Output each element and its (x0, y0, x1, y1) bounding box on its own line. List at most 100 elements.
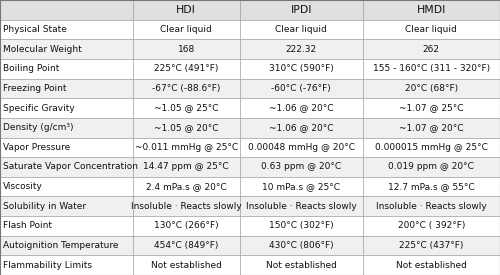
Bar (132, 216, 240, 236)
Bar (0, 79, 132, 98)
Bar (240, 138, 362, 157)
Text: Molecular Weight: Molecular Weight (3, 45, 82, 54)
Bar (0, 196, 132, 216)
Bar (132, 20, 240, 39)
Bar (240, 216, 362, 236)
Bar (0, 118, 132, 138)
Bar (132, 157, 240, 177)
Bar (132, 196, 240, 216)
Bar (362, 196, 500, 216)
Text: ~1.05 @ 20°C: ~1.05 @ 20°C (154, 123, 218, 132)
Bar (0, 138, 132, 157)
Text: Clear liquid: Clear liquid (160, 25, 212, 34)
Bar (240, 20, 362, 39)
Bar (0, 39, 132, 59)
Text: 454°C (849°F): 454°C (849°F) (154, 241, 218, 250)
Bar (362, 138, 500, 157)
Bar (240, 196, 362, 216)
Text: Not established: Not established (266, 261, 336, 270)
Text: 150°C (302°F): 150°C (302°F) (269, 221, 334, 230)
Bar (0, 157, 132, 177)
Text: ~1.07 @ 25°C: ~1.07 @ 25°C (399, 103, 464, 112)
Text: Insoluble · Reacts slowly: Insoluble · Reacts slowly (376, 202, 486, 211)
Text: ~1.06 @ 20°C: ~1.06 @ 20°C (269, 123, 334, 132)
Bar (362, 98, 500, 118)
Text: 14.47 ppm @ 25°C: 14.47 ppm @ 25°C (144, 163, 229, 172)
Bar (0, 20, 132, 39)
Bar (132, 59, 240, 79)
Bar (0, 59, 132, 79)
Text: -67°C (-88.6°F): -67°C (-88.6°F) (152, 84, 220, 93)
Text: 200°C ( 392°F): 200°C ( 392°F) (398, 221, 465, 230)
Bar (132, 0, 240, 20)
Text: Insoluble · Reacts slowly: Insoluble · Reacts slowly (246, 202, 356, 211)
Text: Clear liquid: Clear liquid (406, 25, 457, 34)
Text: 0.00048 mmHg @ 20°C: 0.00048 mmHg @ 20°C (248, 143, 355, 152)
Text: 0.019 ppm @ 20°C: 0.019 ppm @ 20°C (388, 163, 474, 172)
Text: 12.7 mPa.s @ 55°C: 12.7 mPa.s @ 55°C (388, 182, 474, 191)
Bar (362, 59, 500, 79)
Text: Solubility in Water: Solubility in Water (3, 202, 86, 211)
Bar (362, 118, 500, 138)
Text: 262: 262 (423, 45, 440, 54)
Text: ~1.07 @ 20°C: ~1.07 @ 20°C (399, 123, 464, 132)
Text: ~1.06 @ 20°C: ~1.06 @ 20°C (269, 103, 334, 112)
Bar (132, 39, 240, 59)
Bar (132, 236, 240, 255)
Text: 310°C (590°F): 310°C (590°F) (269, 64, 334, 73)
Bar (362, 20, 500, 39)
Text: Autoignition Temperature: Autoignition Temperature (3, 241, 118, 250)
Text: 168: 168 (178, 45, 195, 54)
Text: -60°C (-76°F): -60°C (-76°F) (272, 84, 331, 93)
Text: Flash Point: Flash Point (3, 221, 52, 230)
Text: Flammability Limits: Flammability Limits (3, 261, 92, 270)
Bar (240, 236, 362, 255)
Text: Boiling Point: Boiling Point (3, 64, 59, 73)
Text: Physical State: Physical State (3, 25, 67, 34)
Bar (0, 98, 132, 118)
Text: Insoluble · Reacts slowly: Insoluble · Reacts slowly (131, 202, 242, 211)
Bar (240, 157, 362, 177)
Bar (362, 216, 500, 236)
Text: Specific Gravity: Specific Gravity (3, 103, 75, 112)
Bar (240, 177, 362, 196)
Bar (132, 255, 240, 275)
Bar (132, 79, 240, 98)
Bar (132, 118, 240, 138)
Text: Viscosity: Viscosity (3, 182, 43, 191)
Bar (362, 0, 500, 20)
Text: Density (g/cm³): Density (g/cm³) (3, 123, 74, 132)
Text: 0.000015 mmHg @ 25°C: 0.000015 mmHg @ 25°C (375, 143, 488, 152)
Bar (132, 138, 240, 157)
Bar (0, 177, 132, 196)
Text: 2.4 mPa.s @ 20°C: 2.4 mPa.s @ 20°C (146, 182, 226, 191)
Text: Not established: Not established (151, 261, 222, 270)
Text: ~1.05 @ 25°C: ~1.05 @ 25°C (154, 103, 218, 112)
Bar (0, 255, 132, 275)
Text: 0.63 ppm @ 20°C: 0.63 ppm @ 20°C (261, 163, 342, 172)
Text: HMDI: HMDI (416, 5, 446, 15)
Text: Clear liquid: Clear liquid (276, 25, 327, 34)
Bar (362, 39, 500, 59)
Text: Freezing Point: Freezing Point (3, 84, 66, 93)
Text: 225°C (491°F): 225°C (491°F) (154, 64, 218, 73)
Bar (240, 98, 362, 118)
Bar (132, 177, 240, 196)
Text: 130°C (266°F): 130°C (266°F) (154, 221, 218, 230)
Text: 20°C (68°F): 20°C (68°F) (404, 84, 458, 93)
Bar (0, 0, 132, 20)
Text: Not established: Not established (396, 261, 466, 270)
Text: 222.32: 222.32 (286, 45, 317, 54)
Bar (362, 177, 500, 196)
Bar (240, 79, 362, 98)
Text: HDI: HDI (176, 5, 196, 15)
Bar (362, 255, 500, 275)
Bar (362, 236, 500, 255)
Text: 225°C (437°F): 225°C (437°F) (399, 241, 464, 250)
Bar (362, 157, 500, 177)
Text: 155 - 160°C (311 - 320°F): 155 - 160°C (311 - 320°F) (372, 64, 490, 73)
Bar (240, 0, 362, 20)
Bar (132, 98, 240, 118)
Text: ~0.011 mmHg @ 25°C: ~0.011 mmHg @ 25°C (134, 143, 238, 152)
Bar (240, 39, 362, 59)
